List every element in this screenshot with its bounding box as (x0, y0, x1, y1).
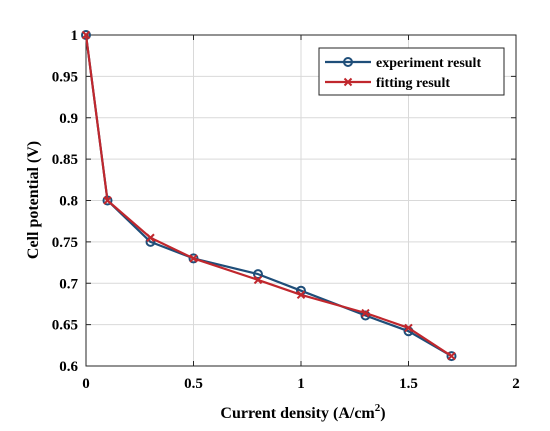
y-tick-label: 0.85 (52, 152, 78, 168)
data-point-x (189, 254, 198, 263)
x-axis-title-superscript: 2 (375, 402, 381, 414)
y-tick-label: 0.95 (52, 69, 78, 85)
data-point-x (103, 196, 112, 205)
x-axis-title-main: Current density (A/cm (220, 405, 375, 422)
x-tick-label: 1.5 (399, 376, 418, 392)
y-tick-label: 0.9 (59, 111, 78, 127)
y-tick-label: 0.75 (52, 235, 78, 251)
data-point-x (404, 323, 413, 333)
data-point-circle (253, 269, 263, 280)
legend: experiment result fitting result (318, 47, 505, 96)
x-tick-label: 0.5 (184, 376, 203, 392)
y-axis-title: Cell potential (V) (25, 141, 42, 259)
legend-entry: fitting result (325, 76, 450, 91)
x-axis-title-close: ) (380, 405, 385, 422)
data-point-x (253, 275, 263, 285)
axis-ticks (85, 34, 517, 367)
y-tick-label: 0.65 (52, 318, 78, 334)
data-point-circle (343, 57, 353, 67)
y-tick-label: 0.8 (59, 194, 78, 210)
x-axis-title: Current density (A/cm2) (220, 402, 385, 422)
legend-box (318, 47, 505, 96)
data-point-x (296, 290, 306, 300)
data-point-circle (446, 351, 457, 362)
data-point-x (343, 77, 353, 87)
data-point-x (447, 351, 456, 361)
y-tick-label: 0.6 (59, 359, 78, 375)
legend-label: fitting result (376, 76, 450, 91)
y-tick-label: 0.7 (59, 276, 78, 292)
y-tick-label: 1 (71, 28, 79, 44)
x-tick-label: 2 (512, 376, 520, 392)
x-tick-label: 1 (297, 376, 305, 392)
series-fitting-result (81, 30, 456, 361)
data-point-x (81, 30, 91, 40)
tick-labels: 0 0.5 1 1.5 2 0.6 0.65 0.7 0.75 0.8 0.85 0.9 0.95 1 (52, 28, 520, 392)
legend-label: experiment result (376, 56, 481, 71)
data-point-circle (188, 253, 199, 264)
legend-entry: experiment result (325, 56, 481, 71)
series-layer (81, 30, 457, 362)
data-point-x (146, 233, 155, 242)
data-point-x (361, 308, 370, 318)
x-tick-label: 0 (82, 376, 90, 392)
